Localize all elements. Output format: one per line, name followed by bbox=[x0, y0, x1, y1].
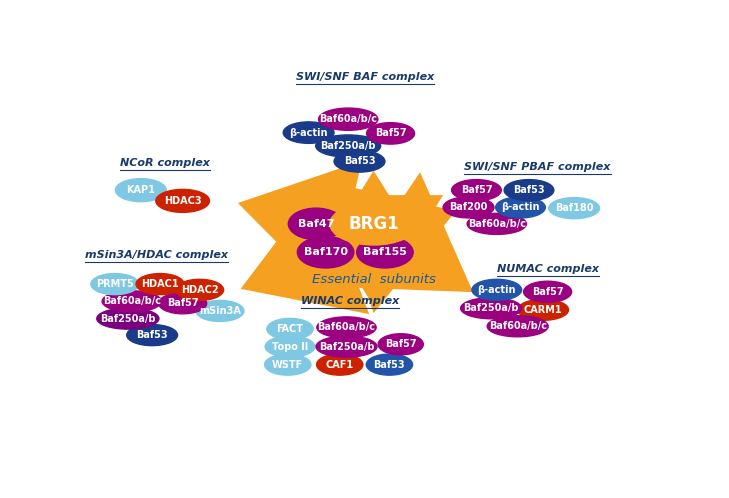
Ellipse shape bbox=[518, 299, 569, 320]
Ellipse shape bbox=[127, 325, 178, 346]
Ellipse shape bbox=[265, 354, 311, 375]
Ellipse shape bbox=[467, 213, 526, 235]
Text: Baf170: Baf170 bbox=[303, 247, 348, 257]
Text: NUMAC complex: NUMAC complex bbox=[496, 264, 599, 274]
Text: HDAC3: HDAC3 bbox=[164, 196, 201, 206]
Text: Baf57: Baf57 bbox=[167, 298, 198, 308]
Ellipse shape bbox=[316, 336, 377, 357]
Ellipse shape bbox=[316, 135, 381, 157]
Text: mSin3A/HDAC complex: mSin3A/HDAC complex bbox=[85, 250, 227, 260]
Ellipse shape bbox=[487, 316, 548, 337]
Ellipse shape bbox=[283, 122, 334, 143]
Ellipse shape bbox=[451, 180, 502, 201]
Ellipse shape bbox=[319, 108, 378, 130]
Ellipse shape bbox=[97, 308, 159, 329]
Text: KAP1: KAP1 bbox=[126, 185, 155, 195]
Ellipse shape bbox=[102, 291, 161, 312]
Ellipse shape bbox=[159, 293, 206, 314]
Text: WSTF: WSTF bbox=[272, 360, 303, 370]
Text: Baf250a/b: Baf250a/b bbox=[464, 303, 519, 313]
Text: Baf53: Baf53 bbox=[136, 330, 168, 340]
Ellipse shape bbox=[472, 279, 522, 300]
Text: Baf53: Baf53 bbox=[343, 156, 375, 166]
Text: Baf57: Baf57 bbox=[532, 287, 564, 297]
Text: FACT: FACT bbox=[276, 324, 303, 334]
Ellipse shape bbox=[297, 237, 354, 268]
Text: Baf57: Baf57 bbox=[461, 185, 492, 195]
Text: β-actin: β-actin bbox=[289, 127, 328, 137]
Text: Baf60a/b/c: Baf60a/b/c bbox=[468, 219, 526, 229]
Text: PRMT5: PRMT5 bbox=[96, 279, 133, 289]
Text: Baf155: Baf155 bbox=[363, 247, 407, 257]
Ellipse shape bbox=[136, 273, 184, 295]
Text: CAF1: CAF1 bbox=[326, 360, 354, 370]
Text: Baf180: Baf180 bbox=[555, 203, 593, 213]
Ellipse shape bbox=[156, 189, 209, 212]
Ellipse shape bbox=[330, 203, 418, 245]
Text: CARM1: CARM1 bbox=[524, 305, 562, 315]
Ellipse shape bbox=[288, 208, 343, 240]
Ellipse shape bbox=[265, 336, 315, 357]
Text: Baf60a/b/c: Baf60a/b/c bbox=[319, 114, 377, 124]
Text: Baf60a/b/c: Baf60a/b/c bbox=[103, 296, 161, 306]
Text: BRG1: BRG1 bbox=[348, 215, 399, 233]
Ellipse shape bbox=[334, 150, 385, 172]
Text: HDAC1: HDAC1 bbox=[141, 279, 179, 289]
Text: mSin3A: mSin3A bbox=[199, 306, 241, 316]
Ellipse shape bbox=[549, 198, 599, 219]
Text: β-actin: β-actin bbox=[477, 285, 516, 295]
Text: Baf53: Baf53 bbox=[374, 360, 405, 370]
Text: Essential  subunits: Essential subunits bbox=[312, 272, 435, 285]
Text: Baf47: Baf47 bbox=[297, 219, 334, 229]
Text: NCoR complex: NCoR complex bbox=[120, 158, 209, 168]
Text: Topo II: Topo II bbox=[272, 342, 308, 352]
Text: Baf60a/b/c: Baf60a/b/c bbox=[318, 322, 375, 333]
Ellipse shape bbox=[316, 354, 363, 375]
Text: Baf250a/b: Baf250a/b bbox=[319, 342, 374, 352]
Text: Baf57: Baf57 bbox=[375, 128, 406, 138]
Ellipse shape bbox=[115, 179, 166, 202]
Text: Baf200: Baf200 bbox=[449, 202, 488, 212]
Text: Baf250a/b: Baf250a/b bbox=[321, 141, 376, 151]
Ellipse shape bbox=[356, 237, 413, 268]
Text: Baf60a/b/c: Baf60a/b/c bbox=[488, 321, 547, 331]
Ellipse shape bbox=[496, 197, 545, 218]
Ellipse shape bbox=[367, 123, 415, 144]
Ellipse shape bbox=[366, 354, 413, 375]
Ellipse shape bbox=[196, 300, 244, 322]
Text: Baf250a/b: Baf250a/b bbox=[100, 314, 155, 324]
Ellipse shape bbox=[176, 279, 224, 300]
Text: SWI/SNF BAF complex: SWI/SNF BAF complex bbox=[296, 72, 434, 82]
Ellipse shape bbox=[523, 281, 572, 302]
Text: β-actin: β-actin bbox=[502, 202, 539, 212]
Text: Baf57: Baf57 bbox=[385, 339, 416, 349]
Ellipse shape bbox=[378, 334, 424, 355]
Ellipse shape bbox=[443, 197, 494, 218]
Ellipse shape bbox=[267, 318, 313, 340]
Text: SWI/SNF PBAF complex: SWI/SNF PBAF complex bbox=[464, 162, 611, 172]
Text: Baf53: Baf53 bbox=[513, 185, 545, 195]
Text: HDAC2: HDAC2 bbox=[181, 285, 219, 295]
Text: WINAC complex: WINAC complex bbox=[301, 296, 399, 306]
Ellipse shape bbox=[504, 180, 554, 201]
Ellipse shape bbox=[317, 317, 376, 338]
Ellipse shape bbox=[91, 273, 139, 295]
Ellipse shape bbox=[461, 298, 522, 319]
